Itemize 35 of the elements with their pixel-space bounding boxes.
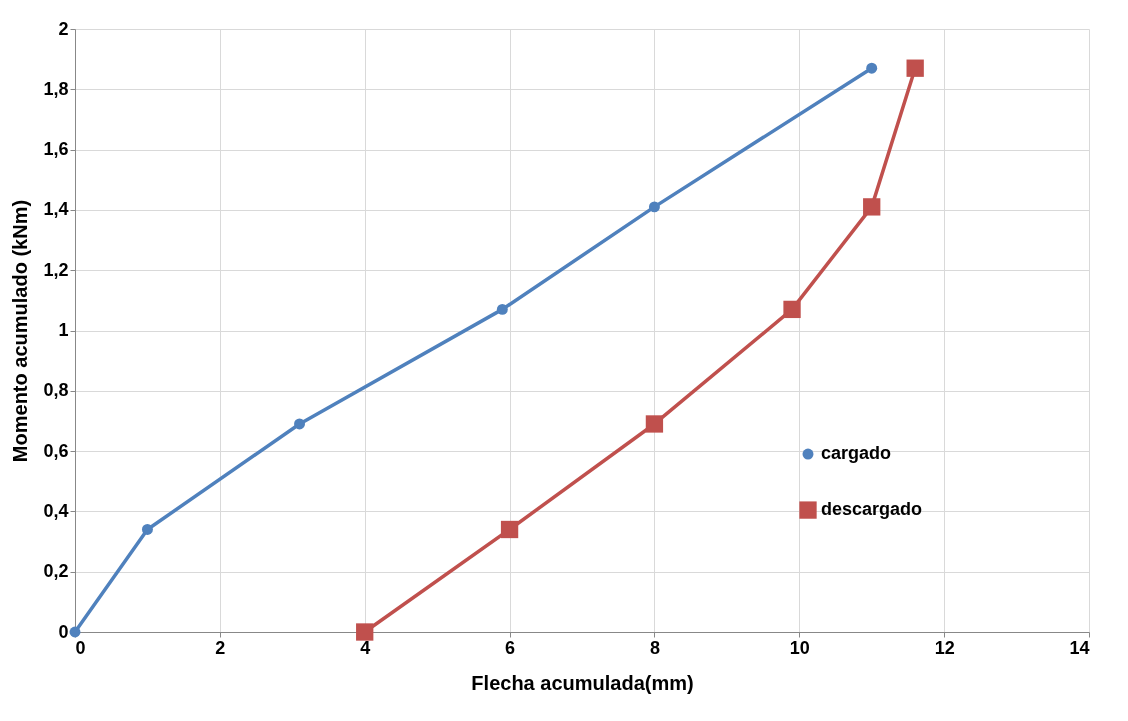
point: [496, 303, 508, 315]
point: [69, 626, 81, 638]
point: [863, 198, 881, 216]
x-tick-label: 0: [75, 637, 86, 658]
y-tick-label: 1,8: [43, 78, 69, 99]
x-tick-label: 12: [934, 637, 955, 658]
point: [783, 300, 801, 319]
y-tick-label: 2: [58, 18, 69, 39]
x-axis-title: Flecha acumulada(mm): [471, 671, 694, 694]
y-axis-title: Momento acumulado (kNm): [9, 199, 32, 463]
point: [645, 415, 664, 433]
y-tick-label: 1,2: [43, 259, 69, 280]
y-tick-label: 1: [58, 320, 69, 340]
x-tick-label: 2: [215, 637, 226, 658]
y-tick-label: 0,6: [43, 440, 69, 461]
y-tick-label: 0,8: [43, 380, 69, 401]
y-tick-label: 1,6: [43, 139, 69, 160]
point: [141, 524, 153, 535]
legend-label: descargado: [821, 499, 923, 520]
point: [294, 418, 306, 430]
x-tick-label: 10: [789, 637, 810, 658]
legend-label: cargado: [821, 443, 892, 464]
y-tick-label: 1,4: [43, 199, 69, 220]
x-tick-label: 8: [649, 637, 660, 658]
point: [906, 59, 924, 77]
x-tick-label: 14: [1069, 637, 1090, 658]
x-tick-label: 6: [505, 637, 516, 658]
y-tick-label: 0: [58, 621, 69, 642]
point: [648, 201, 660, 213]
y-tick-label: 0,4: [43, 500, 69, 521]
point: [866, 62, 878, 74]
x-tick-label: 4: [360, 637, 371, 658]
point: [356, 623, 374, 641]
y-tick-label: 0,2: [43, 561, 69, 582]
point: [500, 520, 519, 539]
